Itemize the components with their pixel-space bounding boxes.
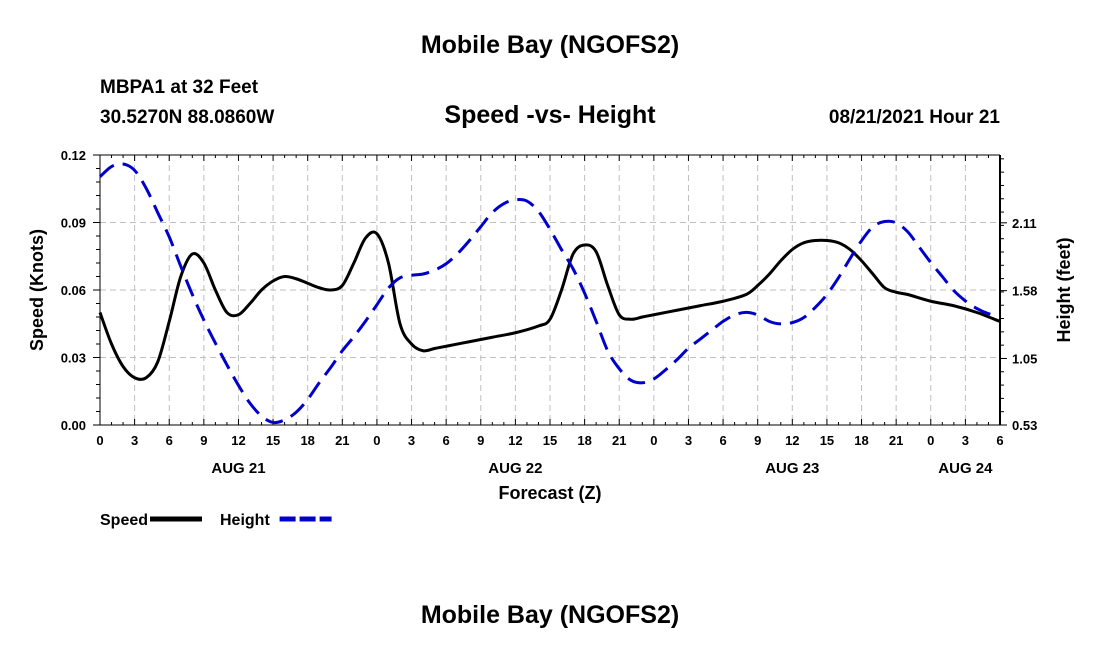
x-tick-label: 18	[577, 433, 591, 448]
x-tick-label: 0	[650, 433, 657, 448]
y-left-tick-label: 0.03	[61, 351, 86, 366]
page-title: Mobile Bay (NGOFS2)	[420, 31, 680, 59]
x-tick-label: 12	[785, 433, 799, 448]
y-right-tick-label: 1.58	[1012, 284, 1037, 299]
x-day-label: AUG 22	[488, 460, 542, 477]
x-tick-label: 6	[719, 433, 726, 448]
x-tick-label: 3	[685, 433, 692, 448]
x-tick-label: 3	[962, 433, 969, 448]
x-tick-label: 15	[266, 433, 280, 448]
x-tick-label: 15	[820, 433, 834, 448]
x-tick-label: 6	[996, 433, 1003, 448]
x-tick-label: 0	[96, 433, 103, 448]
station-name: MBPA1 at 32 Feet	[100, 77, 259, 98]
x-day-label: AUG 23	[765, 460, 819, 477]
x-tick-label: 0	[927, 433, 934, 448]
x-tick-label: 3	[131, 433, 138, 448]
series-lines	[98, 162, 1001, 425]
x-tick-label: 12	[231, 433, 245, 448]
y-left-tick-label: 0.06	[61, 283, 86, 298]
x-tick-label: 6	[166, 433, 173, 448]
y-right-tick-label: 0.53	[1012, 418, 1037, 433]
axes	[93, 154, 1007, 426]
x-tick-label: 0	[373, 433, 380, 448]
x-tick-label: 15	[543, 433, 557, 448]
y-left-tick-label: 0.12	[61, 148, 86, 163]
legend: Speed Height	[100, 512, 332, 529]
x-tick-label: 18	[300, 433, 314, 448]
y-right-axis-title: Height (feet)	[1054, 238, 1074, 343]
x-day-label: AUG 21	[211, 460, 265, 477]
axis-labels: 0 3 6 9 12 15 18 21 0 3 6 9 12 15 18 21 0 3 6 9 12 15 18 21 0 3 6A…	[27, 148, 1074, 503]
x-day-label: AUG 24	[938, 460, 993, 477]
x-tick-label: 6	[443, 433, 450, 448]
legend-label-speed: Speed	[100, 512, 148, 529]
y-left-tick-label: 0.09	[61, 216, 86, 231]
y-left-tick-label: 0.00	[61, 418, 86, 433]
series-line-height	[98, 162, 1001, 425]
x-tick-label: 21	[889, 433, 903, 448]
chart-title: Speed -vs- Height	[444, 101, 656, 129]
x-axis-title: Forecast (Z)	[498, 483, 601, 503]
x-tick-label: 9	[200, 433, 207, 448]
x-tick-label: 12	[508, 433, 522, 448]
y-left-axis-title: Speed (Knots)	[27, 229, 47, 351]
grid	[100, 155, 1000, 425]
x-tick-label: 21	[335, 433, 349, 448]
chart-datetime: 08/21/2021 Hour 21	[828, 107, 1000, 128]
series-line-speed	[98, 230, 1001, 381]
legend-label-height: Height	[220, 512, 270, 529]
x-tick-label: 9	[754, 433, 761, 448]
y-right-tick-label: 2.11	[1012, 216, 1037, 231]
x-tick-label: 21	[612, 433, 626, 448]
page-footer-title: Mobile Bay (NGOFS2)	[420, 601, 680, 629]
x-tick-label: 18	[854, 433, 868, 448]
station-coordinates: 30.5270N 88.0860W	[100, 107, 275, 128]
x-tick-label: 9	[477, 433, 484, 448]
x-tick-label: 3	[408, 433, 415, 448]
y-right-tick-label: 1.05	[1012, 351, 1037, 366]
